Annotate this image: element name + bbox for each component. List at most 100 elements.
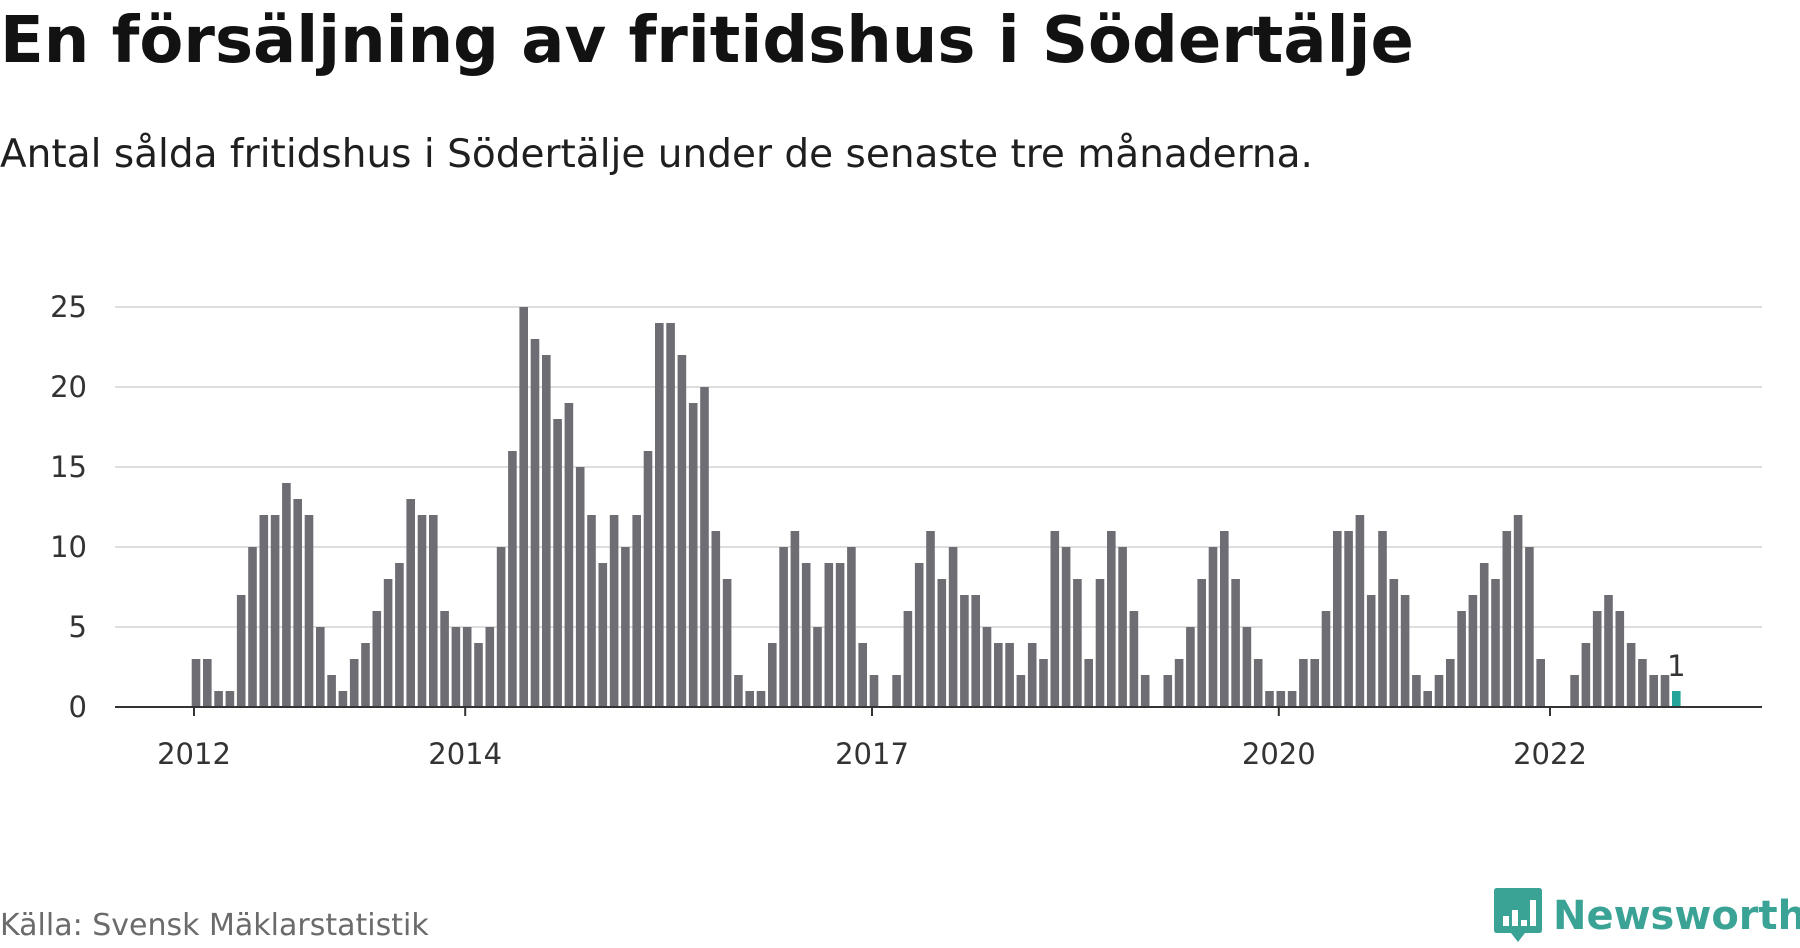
y-tick-label: 10 xyxy=(50,530,87,564)
bar xyxy=(1174,659,1184,707)
bar xyxy=(1050,531,1060,707)
bar xyxy=(417,515,427,707)
bar xyxy=(745,691,754,707)
bar xyxy=(1310,659,1319,707)
bar xyxy=(440,611,449,707)
bar xyxy=(1005,643,1014,707)
bar xyxy=(948,547,958,707)
x-tick-label: 2014 xyxy=(428,737,502,771)
bar xyxy=(1446,659,1455,707)
bar xyxy=(406,499,415,707)
bar xyxy=(191,659,201,707)
bar xyxy=(1570,675,1579,707)
bar xyxy=(1253,659,1263,707)
bar xyxy=(1400,595,1410,707)
chart-title: En försäljning av fritidshus i Södertälj… xyxy=(0,4,1414,78)
bar xyxy=(824,563,834,707)
bar xyxy=(1581,643,1591,707)
bar xyxy=(474,643,483,707)
bar xyxy=(813,627,822,707)
bar xyxy=(779,547,788,707)
chart-subtitle: Antal sålda fritidshus i Södertälje unde… xyxy=(0,132,1313,177)
bar xyxy=(1186,627,1195,707)
bar xyxy=(768,643,777,707)
bar xyxy=(1220,531,1229,707)
bar xyxy=(508,451,517,707)
bar xyxy=(847,547,856,707)
brand-logo[interactable]: Newsworthy xyxy=(1493,886,1800,946)
bar xyxy=(1604,595,1613,707)
bar xyxy=(1502,531,1512,707)
bar xyxy=(429,515,438,707)
bar xyxy=(248,547,257,707)
bar xyxy=(700,387,709,707)
bar xyxy=(1672,691,1681,707)
bar xyxy=(270,515,280,707)
bar xyxy=(598,563,608,707)
bar xyxy=(1287,691,1297,707)
bar xyxy=(1027,643,1037,707)
bar xyxy=(1073,579,1082,707)
bar xyxy=(903,611,913,707)
bar xyxy=(869,675,879,707)
bar xyxy=(282,483,291,707)
bar xyxy=(1276,691,1286,707)
bar xyxy=(496,547,506,707)
bar xyxy=(1649,675,1658,707)
bar xyxy=(982,627,992,707)
bar xyxy=(361,643,370,707)
bar xyxy=(1525,547,1534,707)
bar xyxy=(1536,659,1545,707)
bar xyxy=(1660,675,1670,707)
bar xyxy=(451,627,461,707)
bar xyxy=(564,403,574,707)
bar xyxy=(316,627,325,707)
y-tick-label: 15 xyxy=(50,450,87,484)
bar xyxy=(1366,595,1376,707)
bar xyxy=(1378,531,1387,707)
bar xyxy=(711,531,721,707)
bar xyxy=(1242,627,1252,707)
bar xyxy=(1061,547,1071,707)
bar xyxy=(835,563,845,707)
bar xyxy=(338,691,348,707)
annotations: 1 xyxy=(1667,649,1685,683)
bar xyxy=(688,403,698,707)
y-tick-label: 5 xyxy=(69,610,87,644)
bar xyxy=(1412,675,1421,707)
bar xyxy=(937,579,947,707)
bar xyxy=(892,675,901,707)
bar xyxy=(327,675,336,707)
bar xyxy=(734,675,743,707)
bar xyxy=(395,563,404,707)
bar xyxy=(609,515,619,707)
bar xyxy=(542,355,551,707)
bar xyxy=(1333,531,1342,707)
bar xyxy=(666,323,675,707)
bar xyxy=(1163,675,1173,707)
bar xyxy=(632,515,641,707)
x-tick-label: 2022 xyxy=(1513,737,1587,771)
bar xyxy=(1129,611,1139,707)
bar xyxy=(1592,611,1602,707)
bar xyxy=(1344,531,1353,707)
x-tick-label: 2017 xyxy=(835,737,909,771)
bar xyxy=(225,691,235,707)
bar xyxy=(1107,531,1116,707)
x-tick-label: 2012 xyxy=(157,737,231,771)
bar xyxy=(1513,515,1523,707)
bar xyxy=(1479,563,1489,707)
bar xyxy=(1491,579,1500,707)
bar xyxy=(1638,659,1647,707)
bar xyxy=(1626,643,1636,707)
bar xyxy=(926,531,935,707)
bar xyxy=(1084,659,1093,707)
bar xyxy=(971,595,980,707)
bar xyxy=(994,643,1003,707)
bar xyxy=(293,499,302,707)
bar xyxy=(1468,595,1478,707)
y-tick-label: 25 xyxy=(50,290,87,324)
bar xyxy=(519,307,528,707)
y-tick-label: 0 xyxy=(69,690,87,724)
bar xyxy=(462,627,472,707)
